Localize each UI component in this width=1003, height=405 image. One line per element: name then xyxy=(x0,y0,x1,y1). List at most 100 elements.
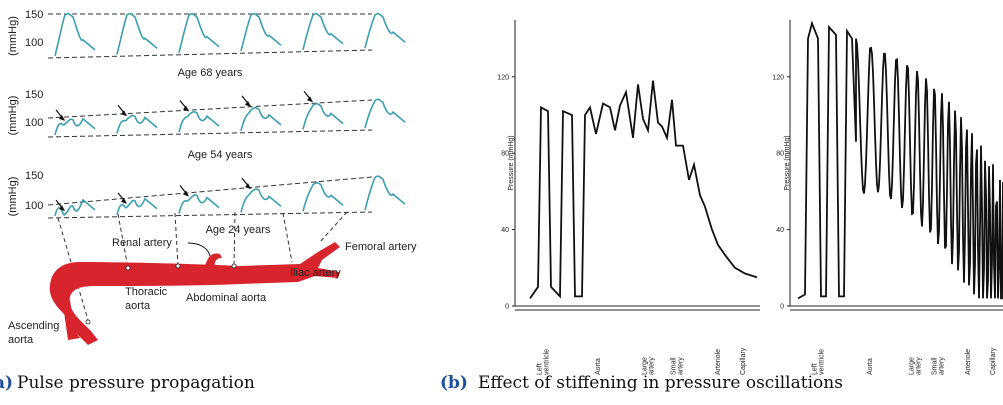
pulse-wave xyxy=(240,188,282,213)
tick-label: 0 xyxy=(780,304,784,311)
dashed-line xyxy=(47,99,373,119)
vessel-label: Iliac artery xyxy=(290,267,341,279)
tick-label: 150 xyxy=(25,170,43,182)
branch xyxy=(64,300,80,340)
pulse-wave xyxy=(302,102,344,130)
age-label: Age 24 years xyxy=(206,224,271,236)
axis-label: (mmHg) xyxy=(7,16,19,56)
tick-label: 150 xyxy=(25,9,43,21)
vessel-label: Femoral artery xyxy=(345,241,417,253)
x-label: Arteriole xyxy=(965,349,972,375)
x-label: artery xyxy=(916,357,923,375)
caption: Effect of stiffening in pressure oscilla… xyxy=(478,373,843,393)
dashed-line xyxy=(47,129,373,138)
x-label: Aorta xyxy=(595,358,602,375)
guide-line xyxy=(282,212,293,263)
vessel-label: Renal artery xyxy=(112,237,172,249)
tick-label: 150 xyxy=(25,89,43,101)
pulse-wave xyxy=(178,12,220,53)
guide-line xyxy=(57,217,89,321)
vessel-label: Abdominal aorta xyxy=(186,292,267,304)
pulse-wave xyxy=(54,117,96,136)
dashed-line xyxy=(47,211,373,219)
guide-line xyxy=(233,211,236,267)
arrow-head xyxy=(307,96,313,103)
dashed-line xyxy=(47,49,373,59)
pulse-wave xyxy=(240,12,282,52)
axis-label: Pressure (mmHg) xyxy=(508,135,515,190)
branch xyxy=(205,253,222,266)
guide-line xyxy=(174,212,179,267)
tick-label: 120 xyxy=(497,74,509,81)
x-label: ventricle xyxy=(544,349,551,375)
pulse-wave xyxy=(178,194,220,214)
arrow-head xyxy=(245,100,251,107)
x-label: Capillary xyxy=(740,347,747,375)
pulse-wave xyxy=(302,12,344,50)
marker xyxy=(125,265,131,271)
tick-label: 100 xyxy=(25,37,43,49)
arrow xyxy=(187,242,211,257)
vessel-label: aorta xyxy=(125,300,151,312)
marker xyxy=(85,319,91,325)
x-label: Aorta xyxy=(867,358,874,375)
arrow-head xyxy=(59,114,65,121)
x-label: Capillary xyxy=(990,347,997,375)
vessel-label: aorta xyxy=(8,334,34,346)
tick-label: 80 xyxy=(501,151,509,158)
guide-line xyxy=(117,213,129,269)
arrow-head xyxy=(183,190,189,197)
x-label: artery xyxy=(649,357,656,375)
pulse-wave xyxy=(240,107,282,132)
tick-label: 80 xyxy=(776,151,784,158)
pulse-wave xyxy=(178,110,220,133)
pulse-wave xyxy=(54,12,96,57)
x-label: Small xyxy=(671,357,678,375)
pulse-wave xyxy=(364,98,406,129)
x-label: Large xyxy=(909,357,916,375)
x-label: Small xyxy=(932,357,939,375)
age-label: Age 54 years xyxy=(188,149,253,161)
x-label: Left xyxy=(537,363,544,375)
tick-label: 120 xyxy=(772,74,784,81)
x-label: ventricle xyxy=(819,349,826,375)
arrow-head xyxy=(183,105,189,112)
caption: Pulse pressure propagation xyxy=(17,373,255,393)
tick-label: 100 xyxy=(25,200,43,212)
pressure-wave xyxy=(797,20,1003,300)
panel-label: (b) xyxy=(440,373,468,393)
axis-label: Pressure (mmHg) xyxy=(784,135,791,190)
arrow-head xyxy=(121,110,127,117)
axis-label: (mmHg) xyxy=(7,177,19,217)
pulse-wave xyxy=(364,12,406,49)
x-label: Large xyxy=(642,357,649,375)
pressure-wave xyxy=(529,80,758,299)
pulse-wave xyxy=(364,175,406,211)
tick-label: 100 xyxy=(25,117,43,129)
tick-label: 40 xyxy=(501,227,509,234)
aorta xyxy=(49,242,341,345)
axis-label: (mmHg) xyxy=(7,96,19,136)
dashed-line xyxy=(47,176,373,206)
vessel-label: Thoracic xyxy=(125,286,168,298)
pulse-wave xyxy=(116,114,158,134)
x-label: artery xyxy=(678,357,685,375)
pulse-wave xyxy=(116,197,158,215)
panel-label: (a) xyxy=(0,373,13,393)
x-label: Arteriole xyxy=(715,349,722,375)
guide-line xyxy=(319,211,348,243)
tick-label: 40 xyxy=(776,227,784,234)
tick-label: 0 xyxy=(505,304,509,311)
x-label: Left xyxy=(812,363,819,375)
arrow-head xyxy=(245,183,251,190)
arrow-head xyxy=(121,197,127,204)
pulse-wave xyxy=(116,12,158,55)
pulse-wave xyxy=(302,182,344,212)
vessel-label: Ascending xyxy=(8,320,59,332)
arrow-head xyxy=(59,205,65,212)
marker xyxy=(231,263,237,269)
x-label: artery xyxy=(939,357,946,375)
age-label: Age 68 years xyxy=(178,67,243,79)
marker xyxy=(175,263,181,269)
